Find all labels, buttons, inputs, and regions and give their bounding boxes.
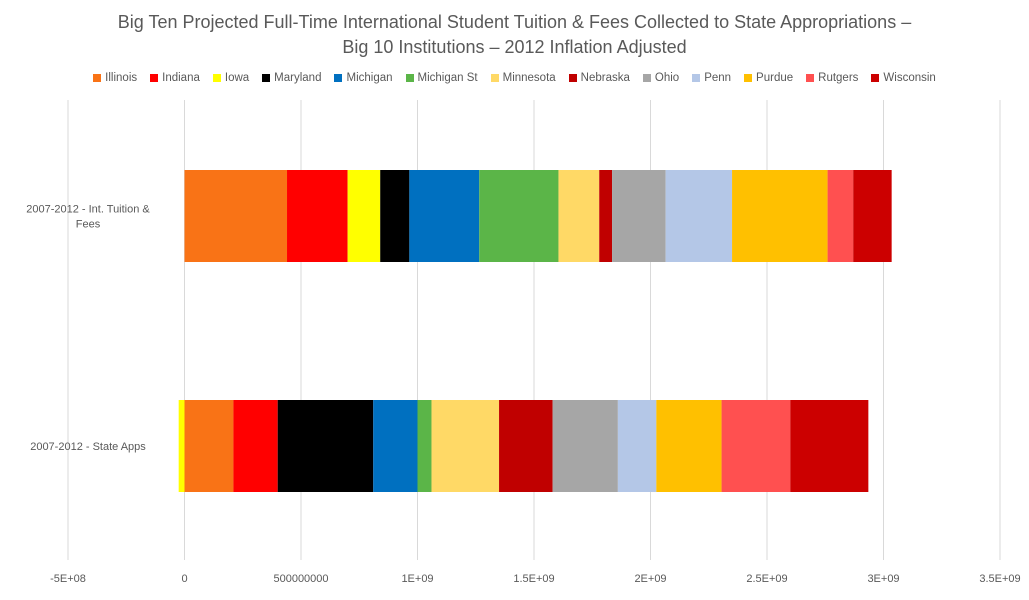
legend-label: Michigan bbox=[346, 72, 393, 84]
bar-segment-purdue bbox=[656, 400, 722, 492]
legend-item: Rutgers bbox=[806, 72, 858, 84]
bar-segment-ohio bbox=[552, 400, 618, 492]
x-tick-label: 500000000 bbox=[273, 573, 328, 585]
bar-segment-michigan bbox=[373, 400, 418, 492]
bar-segment-minnesota bbox=[558, 170, 600, 262]
bar-segment-penn bbox=[665, 170, 733, 262]
legend-label: Wisconsin bbox=[883, 72, 936, 84]
legend-swatch bbox=[93, 74, 102, 82]
x-tick-label: 2E+09 bbox=[634, 573, 666, 585]
x-tick-label: 3E+09 bbox=[867, 573, 899, 585]
x-tick-label: 1E+09 bbox=[401, 573, 433, 585]
x-tick-label: 2.5E+09 bbox=[746, 573, 787, 585]
bar-segment-illinois bbox=[184, 400, 234, 492]
category-label: Fees bbox=[76, 219, 101, 231]
legend-label: Michigan St bbox=[417, 72, 478, 84]
bar-segment-rutgers bbox=[721, 400, 791, 492]
legend-swatch bbox=[642, 74, 651, 82]
bar-segment-indiana bbox=[287, 170, 348, 262]
category-label: 2007-2012 - State Apps bbox=[30, 441, 146, 453]
legend-swatch bbox=[212, 74, 221, 82]
legend-item: Purdue bbox=[744, 72, 793, 84]
legend-item: Indiana bbox=[150, 72, 200, 84]
bar-segment-rutgers bbox=[827, 170, 854, 262]
legend-label: Indiana bbox=[162, 72, 200, 84]
legend-item: Michigan bbox=[334, 72, 393, 84]
legend-swatch bbox=[405, 74, 414, 82]
bar-segment-wisconsin bbox=[853, 170, 892, 262]
bar-segment-wisconsin bbox=[790, 400, 869, 492]
legend-swatch bbox=[871, 74, 880, 82]
legend-label: Purdue bbox=[756, 72, 794, 84]
bar-segment-maryland bbox=[380, 170, 410, 262]
bar-segment-michigan-st bbox=[479, 170, 559, 262]
bar-segment-iowa bbox=[347, 170, 381, 262]
bar-segment-penn bbox=[617, 400, 657, 492]
chart-legend: Illinois Indiana Iowa Maryland Michigan Michi… bbox=[0, 72, 1029, 84]
legend-item: Minnesota bbox=[490, 72, 556, 84]
chart-title-line-2: Big 10 Institutions – 2012 Inflation Adj… bbox=[342, 37, 687, 57]
legend-label: Rutgers bbox=[818, 72, 859, 84]
legend-swatch bbox=[744, 74, 753, 82]
bar-segment-michigan-st bbox=[417, 400, 432, 492]
bar-segment-illinois bbox=[184, 170, 288, 262]
legend-swatch bbox=[568, 74, 577, 82]
bar-segment-indiana bbox=[233, 400, 278, 492]
legend-item: Maryland bbox=[262, 72, 321, 84]
bar-segment-purdue bbox=[732, 170, 828, 262]
x-tick-label: -5E+08 bbox=[50, 573, 86, 585]
x-tick-label: 0 bbox=[181, 573, 187, 585]
legend-item: Ohio bbox=[642, 72, 680, 84]
legend-item: Illinois bbox=[93, 72, 137, 84]
bar-segment-nebraska bbox=[599, 170, 613, 262]
legend-item: Penn bbox=[692, 72, 731, 84]
legend-swatch bbox=[490, 74, 499, 82]
legend-label: Penn bbox=[704, 72, 732, 84]
legend-label: Minnesota bbox=[502, 72, 556, 84]
legend-swatch bbox=[692, 74, 701, 82]
legend-item: Iowa bbox=[212, 72, 250, 84]
legend-swatch bbox=[806, 74, 815, 82]
bar-segment-iowa bbox=[178, 400, 185, 492]
x-tick-label: 3.5E+09 bbox=[979, 573, 1020, 585]
legend-label: Nebraska bbox=[580, 72, 630, 84]
legend-label: Maryland bbox=[274, 72, 322, 84]
bar-segment-michigan bbox=[409, 170, 480, 262]
chart-title-line-1: Big Ten Projected Full-Time Internationa… bbox=[117, 12, 912, 32]
legend-item: Nebraska bbox=[568, 72, 630, 84]
legend-item: Wisconsin bbox=[871, 72, 936, 84]
bar-segment-ohio bbox=[612, 170, 666, 262]
bar-segment-minnesota bbox=[431, 400, 500, 492]
bar-segment-nebraska bbox=[499, 400, 553, 492]
legend-swatch bbox=[262, 74, 271, 82]
category-label: 2007-2012 - Int. Tuition & bbox=[26, 204, 150, 216]
legend-item: Michigan St bbox=[405, 72, 478, 84]
legend-swatch bbox=[334, 74, 343, 82]
legend-label: Iowa bbox=[224, 72, 250, 84]
legend-swatch bbox=[150, 74, 159, 82]
legend-label: Ohio bbox=[654, 72, 680, 84]
bar-segment-maryland bbox=[277, 400, 374, 492]
legend-label: Illinois bbox=[105, 72, 138, 84]
x-tick-label: 1.5E+09 bbox=[513, 573, 554, 585]
